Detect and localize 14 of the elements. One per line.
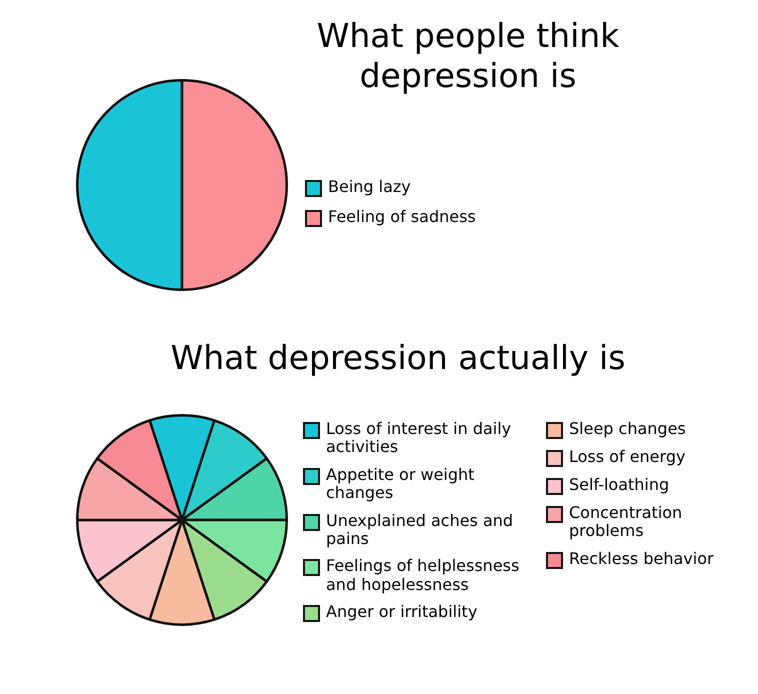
legend-label: Self-loathing <box>569 475 670 494</box>
legend-label: Feeling of sadness <box>328 207 476 226</box>
legend-label: Sleep changes <box>569 419 686 438</box>
legend-label: Loss of interest in daily activities <box>326 419 512 457</box>
chart-title: What depression actually is <box>170 338 626 378</box>
legend-label: Appetite or weight changes <box>326 464 476 503</box>
legend-label: Concentration problems <box>569 503 684 541</box>
legend-label: Anger or irritability <box>326 602 478 622</box>
chart-title: What people think depression is <box>316 16 620 96</box>
legend-label: Feelings of helplessness and hopelessness <box>326 556 520 594</box>
legend-label: Reckless behavior <box>569 548 714 568</box>
legend-label: Loss of energy <box>569 447 686 466</box>
legend-label: Being lazy <box>328 177 411 196</box>
legend-label: Unexplained aches and pains <box>326 510 514 548</box>
